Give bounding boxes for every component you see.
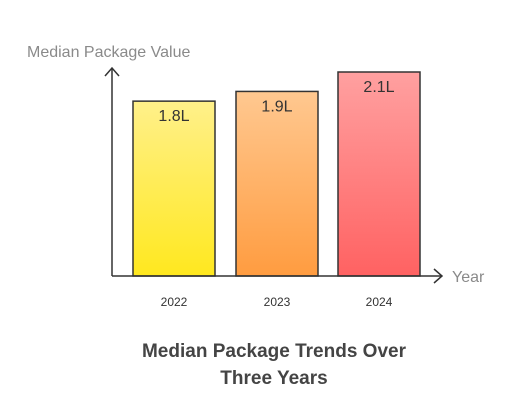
y-axis-title: Median Package Value [27,44,190,61]
bar-value-label-2022: 1.8L [158,108,189,125]
x-tick-label-2022: 2022 [161,295,188,309]
chart-title-line-2: Three Years [220,368,327,389]
bar-2022 [132,100,216,277]
x-tick-labels: 2022 2023 2024 [161,295,393,309]
y-axis-arrow [104,66,120,77]
bars-group: 1.8L 1.9L 2.1L [132,71,421,277]
bar-value-label-2024: 2.1L [363,79,394,96]
x-tick-label-2023: 2023 [264,295,291,309]
x-tick-label-2024: 2024 [366,295,393,309]
bar-2023 [235,90,319,277]
x-axis-arrow [433,268,444,284]
x-axis-title: Year [452,269,485,286]
bar-2024 [337,71,421,277]
chart-title-line-1: Median Package Trends Over [142,341,407,362]
bar-value-label-2023: 1.9L [261,98,292,115]
